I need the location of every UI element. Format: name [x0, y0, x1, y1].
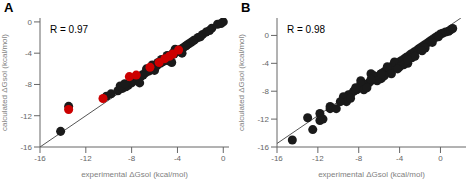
svg-text:-16: -16 [257, 143, 269, 152]
svg-text:0: 0 [265, 31, 270, 40]
html-text:B: B [241, 0, 251, 15]
html-text:R = 0.98: R = 0.98 [287, 24, 326, 35]
svg-text:-8: -8 [25, 80, 33, 89]
svg-text:-4: -4 [25, 49, 33, 58]
svg-text:experimental ΔGsol (kcal/mol): experimental ΔGsol (kcal/mol) [318, 170, 425, 179]
svg-text:-12: -12 [20, 112, 32, 121]
svg-text:-12: -12 [80, 154, 92, 163]
svg-text:-16: -16 [20, 143, 32, 152]
svg-text:-16: -16 [271, 154, 283, 163]
svg-text:-4: -4 [262, 59, 270, 68]
html-text:R = 0.97: R = 0.97 [50, 24, 89, 35]
svg-text:experimental ΔGsol (kcal/mol): experimental ΔGsol (kcal/mol) [81, 170, 188, 179]
svg-text:-12: -12 [312, 154, 324, 163]
svg-text:-8: -8 [262, 87, 270, 96]
svg-text:-8: -8 [355, 154, 363, 163]
svg-text:calculated ΔGsol (kcal/mol): calculated ΔGsol (kcal/mol) [237, 34, 246, 131]
svg-text:0: 0 [221, 154, 226, 163]
svg-text:0: 0 [28, 18, 33, 27]
svg-text:-4: -4 [396, 154, 404, 163]
svg-text:-8: -8 [128, 154, 136, 163]
svg-text:calculated ΔGsol (kcal/mol): calculated ΔGsol (kcal/mol) [0, 34, 9, 131]
svg-text:-4: -4 [174, 154, 182, 163]
svg-text:-16: -16 [34, 154, 46, 163]
html-text:A: A [4, 0, 14, 15]
svg-text:0: 0 [438, 154, 443, 163]
svg-text:-12: -12 [257, 115, 269, 124]
